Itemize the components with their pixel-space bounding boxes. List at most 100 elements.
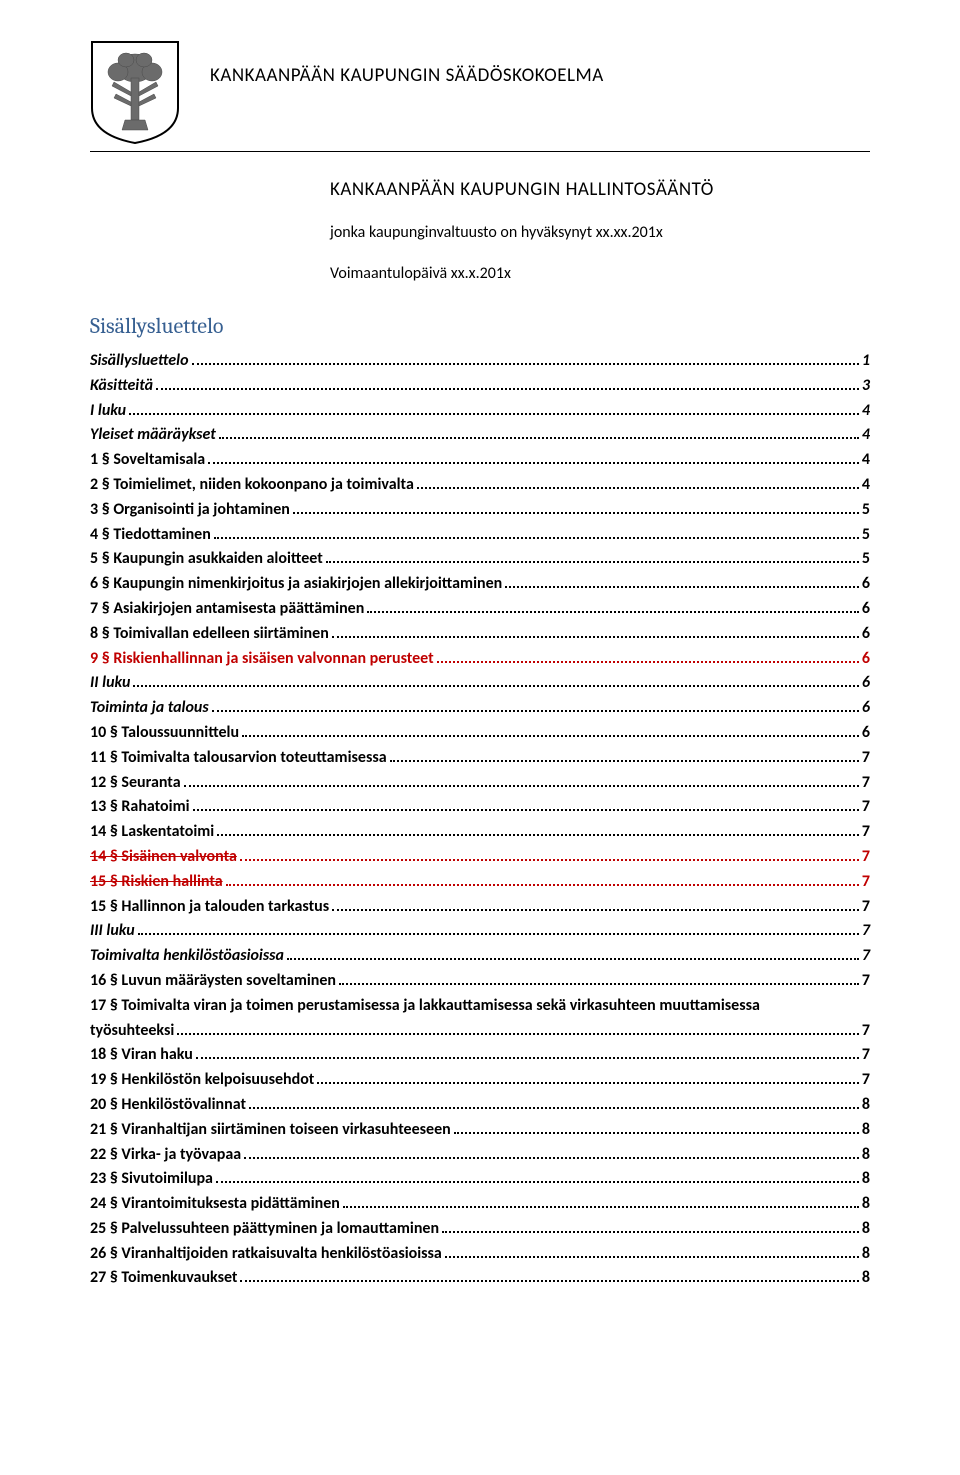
toc-label: I luku <box>90 399 126 424</box>
toc-entry[interactable]: 23 § Sivutoimilupa8 <box>90 1167 870 1192</box>
toc-entry[interactable]: Toimivalta henkilöstöasioissa7 <box>90 944 870 969</box>
toc-leader <box>212 698 859 712</box>
toc-label: Sisällysluettelo <box>90 349 189 374</box>
toc-leader <box>317 1070 859 1084</box>
toc-leader <box>226 871 859 885</box>
toc-label: 4 § Tiedottaminen <box>90 523 211 548</box>
toc-leader <box>454 1119 859 1133</box>
toc-entry[interactable]: Sisällysluettelo1 <box>90 349 870 374</box>
toc-entry[interactable]: 5 § Kaupungin asukkaiden aloitteet5 <box>90 547 870 572</box>
toc-page: 8 <box>862 1167 870 1192</box>
toc-label: III luku <box>90 919 135 944</box>
toc-page: 4 <box>862 448 870 473</box>
toc-entry[interactable]: 24 § Virantoimituksesta pidättäminen8 <box>90 1192 870 1217</box>
toc-leader <box>442 1219 859 1233</box>
toc-entry[interactable]: 21 § Viranhaltijan siirtäminen toiseen v… <box>90 1118 870 1143</box>
toc-label: Käsitteitä <box>90 374 153 399</box>
toc-leader <box>332 623 859 637</box>
toc-page: 4 <box>862 473 870 498</box>
toc-entry[interactable]: II luku6 <box>90 671 870 696</box>
toc-entry[interactable]: I luku 4 <box>90 399 870 424</box>
toc-entry[interactable]: III luku 7 <box>90 919 870 944</box>
toc-entry[interactable]: 19 § Henkilöstön kelpoisuusehdot 7 <box>90 1068 870 1093</box>
toc-entry[interactable]: 3 § Organisointi ja johtaminen5 <box>90 498 870 523</box>
toc-entry[interactable]: 27 § Toimenkuvaukset8 <box>90 1266 870 1291</box>
toc-entry[interactable]: 6 § Kaupungin nimenkirjoitus ja asiakirj… <box>90 572 870 597</box>
toc-label: 25 § Palvelussuhteen päättyminen ja loma… <box>90 1217 439 1242</box>
toc-entry[interactable]: 14 § Sisäinen valvonta7 <box>90 845 870 870</box>
toc-label: 12 § Seuranta <box>90 771 181 796</box>
toc-entry[interactable]: 13 § Rahatoimi7 <box>90 795 870 820</box>
toc-label: Yleiset määräykset <box>90 423 216 448</box>
toc-entry[interactable]: 9 § Riskienhallinnan ja sisäisen valvonn… <box>90 647 870 672</box>
toc-page: 8 <box>862 1192 870 1217</box>
toc-page: 8 <box>862 1266 870 1291</box>
toc-entry[interactable]: 25 § Palvelussuhteen päättyminen ja loma… <box>90 1217 870 1242</box>
toc-label: 11 § Toimivalta talousarvion toteuttamis… <box>90 746 387 771</box>
toc-label: 19 § Henkilöstön kelpoisuusehdot <box>90 1068 314 1093</box>
toc-entry[interactable]: 12 § Seuranta7 <box>90 771 870 796</box>
toc-entry[interactable]: 15 § Hallinnon ja talouden tarkastus 7 <box>90 895 870 920</box>
toc-leader <box>216 1169 859 1183</box>
toc-page: 7 <box>862 895 870 920</box>
toc-entry[interactable]: 11 § Toimivalta talousarvion toteuttamis… <box>90 746 870 771</box>
toc-entry[interactable]: 10 § Taloussuunnittelu6 <box>90 721 870 746</box>
toc-leader <box>208 450 859 464</box>
effective-date: Voimaantulopäivä xx.x.201x <box>330 264 870 283</box>
toc-label: 10 § Taloussuunnittelu <box>90 721 239 746</box>
toc-label: 7 § Asiakirjojen antamisesta päättäminen <box>90 597 364 622</box>
toc-leader <box>217 822 859 836</box>
toc-page: 4 <box>862 423 870 448</box>
toc-entry[interactable]: 15 § Riskien hallinta 7 <box>90 870 870 895</box>
toc-label: 15 § Hallinnon ja talouden tarkastus <box>90 895 329 920</box>
toc-entry[interactable]: 1 § Soveltamisala 4 <box>90 448 870 473</box>
toc-entry[interactable]: 8 § Toimivallan edelleen siirtäminen6 <box>90 622 870 647</box>
toc-label: 22 § Virka- ja työvapaa <box>90 1143 241 1168</box>
toc-entry[interactable]: Toiminta ja talous6 <box>90 696 870 721</box>
toc-leader <box>138 921 859 935</box>
table-of-contents: Sisällysluettelo1Käsitteitä3I luku4Yleis… <box>90 349 870 1291</box>
toc-leader <box>214 524 859 538</box>
toc-page: 7 <box>862 944 870 969</box>
main-title: KANKAANPÄÄN KAUPUNGIN HALLINTOSÄÄNTÖ <box>330 178 870 201</box>
toc-entry[interactable]: Käsitteitä3 <box>90 374 870 399</box>
toc-entry[interactable]: 17 § Toimivalta viran ja toimen perustam… <box>90 994 870 1044</box>
toc-label: 13 § Rahatoimi <box>90 795 190 820</box>
toc-label: 17 § Toimivalta viran ja toimen perustam… <box>90 994 760 1019</box>
toc-page: 7 <box>862 1068 870 1093</box>
toc-entry[interactable]: Yleiset määräykset 4 <box>90 423 870 448</box>
toc-page: 7 <box>862 919 870 944</box>
toc-label: 14 § Laskentatoimi <box>90 820 214 845</box>
toc-entry[interactable]: 26 § Viranhaltijoiden ratkaisuvalta henk… <box>90 1242 870 1267</box>
toc-entry[interactable]: 22 § Virka- ja työvapaa8 <box>90 1143 870 1168</box>
toc-label: 1 § Soveltamisala <box>90 448 205 473</box>
document-header: KANKAANPÄÄN KAUPUNGIN SÄÄDÖSKOKOELMA <box>90 40 870 145</box>
toc-page: 6 <box>862 696 870 721</box>
toc-leader <box>445 1243 859 1257</box>
toc-leader <box>244 1144 859 1158</box>
toc-entry[interactable]: 16 § Luvun määräysten soveltaminen7 <box>90 969 870 994</box>
toc-entry[interactable]: 20 § Henkilöstövalinnat8 <box>90 1093 870 1118</box>
toc-page: 6 <box>862 622 870 647</box>
toc-leader <box>287 946 859 960</box>
toc-leader <box>390 747 859 761</box>
toc-label: 18 § Viran haku <box>90 1043 193 1068</box>
toc-label: 15 § Riskien hallinta <box>90 870 223 895</box>
toc-entry[interactable]: 14 § Laskentatoimi7 <box>90 820 870 845</box>
toc-entry[interactable]: 4 § Tiedottaminen5 <box>90 523 870 548</box>
toc-page: 4 <box>862 399 870 424</box>
toc-label: 14 § Sisäinen valvonta <box>90 845 237 870</box>
toc-entry[interactable]: 18 § Viran haku 7 <box>90 1043 870 1068</box>
toc-page: 6 <box>862 671 870 696</box>
toc-leader <box>177 1020 859 1034</box>
toc-page: 6 <box>862 597 870 622</box>
toc-page: 7 <box>862 1043 870 1068</box>
toc-leader <box>129 400 859 414</box>
toc-page: 7 <box>862 870 870 895</box>
toc-entry[interactable]: 2 § Toimielimet, niiden kokoonpano ja to… <box>90 473 870 498</box>
approval-line: jonka kaupunginvaltuusto on hyväksynyt x… <box>330 223 870 242</box>
toc-page: 7 <box>862 969 870 994</box>
toc-entry[interactable]: 7 § Asiakirjojen antamisesta päättäminen… <box>90 597 870 622</box>
toc-label: 21 § Viranhaltijan siirtäminen toiseen v… <box>90 1118 451 1143</box>
toc-page: 8 <box>862 1093 870 1118</box>
